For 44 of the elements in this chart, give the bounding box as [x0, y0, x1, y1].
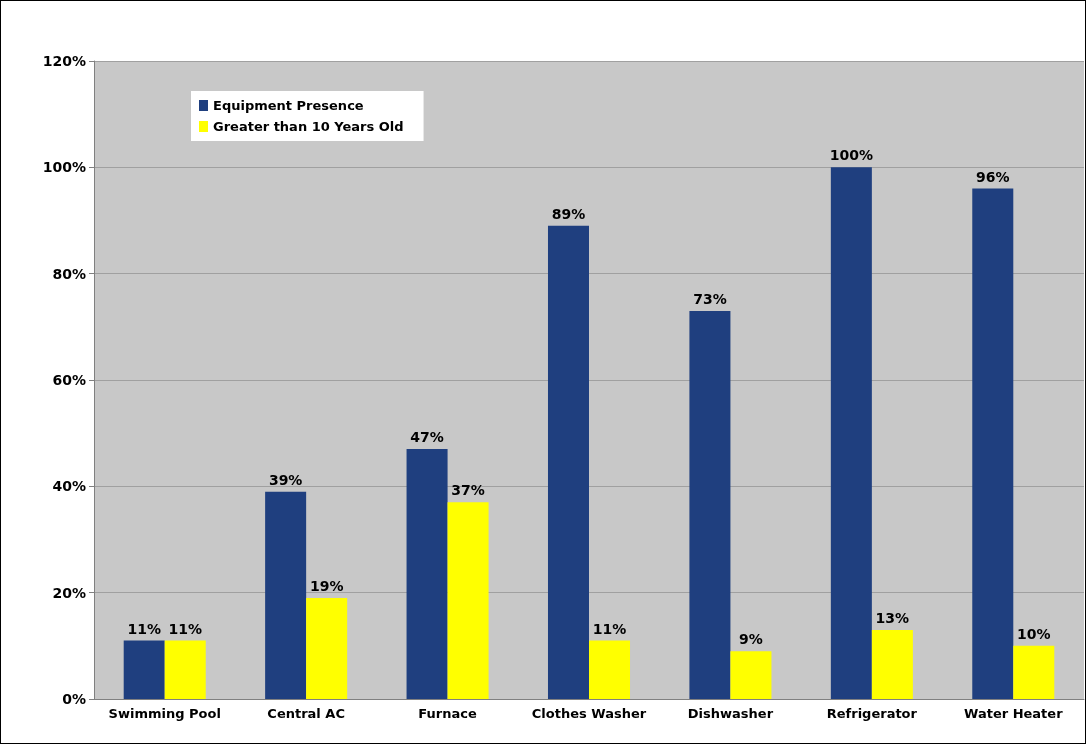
bar	[164, 640, 206, 699]
legend-label: Equipment Presence	[213, 98, 364, 113]
data-label: 11%	[592, 620, 627, 637]
bar	[972, 188, 1014, 699]
data-label: 100%	[829, 147, 873, 164]
data-label: 11%	[127, 620, 161, 637]
data-label: 89%	[551, 205, 586, 222]
bar	[447, 502, 489, 699]
data-label: 9%	[739, 631, 763, 648]
y-tick-label: 40%	[52, 478, 86, 495]
legend-label: Greater than 10 Years Old	[213, 119, 404, 134]
data-label: 73%	[693, 290, 727, 307]
bar	[265, 491, 307, 699]
data-label: 13%	[875, 609, 910, 626]
data-label: 19%	[309, 577, 344, 594]
bar	[871, 629, 913, 699]
data-label: 37%	[451, 482, 485, 499]
y-tick-label: 20%	[52, 584, 86, 601]
bar	[306, 597, 348, 699]
bar	[589, 640, 631, 699]
data-label: 11%	[168, 620, 202, 637]
x-tick-label: Central AC	[267, 706, 345, 721]
x-tick-label: Water Heater	[964, 706, 1064, 721]
y-tick-label: 60%	[52, 372, 86, 388]
x-tick-label: Clothes Washer	[531, 706, 647, 721]
bar	[1013, 645, 1055, 699]
bar	[406, 449, 448, 699]
x-tick-label: Swimming Pool	[108, 706, 221, 721]
data-label: 47%	[410, 429, 444, 446]
y-tick-label: 80%	[52, 265, 86, 282]
bar	[689, 310, 731, 699]
data-label: 10%	[1017, 625, 1051, 642]
y-tick-label: 100%	[42, 159, 86, 176]
y-tick-label: 0%	[62, 691, 86, 707]
bar	[730, 651, 772, 699]
y-tick-label: 120%	[42, 53, 86, 69]
data-label: 96%	[976, 168, 1010, 185]
bar	[547, 225, 589, 699]
bar	[123, 640, 165, 699]
x-tick-label: Dishwasher	[687, 706, 774, 721]
data-label: 39%	[268, 471, 303, 488]
x-tick-label: Furnace	[418, 706, 477, 721]
x-tick-label: Refrigerator	[826, 706, 918, 721]
bar	[830, 167, 872, 699]
